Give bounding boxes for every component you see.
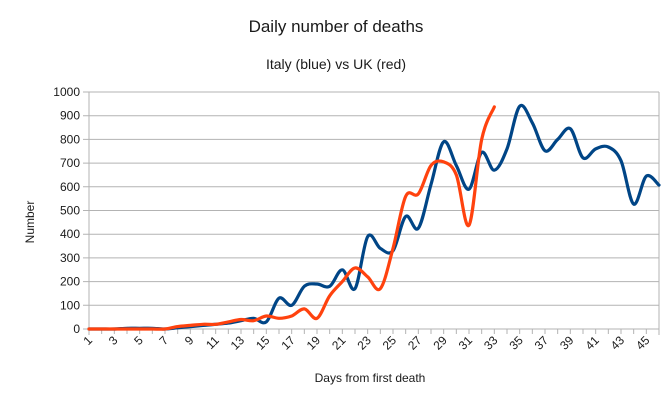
x-tick-label: 17 <box>278 333 298 353</box>
x-tick-label: 9 <box>182 333 197 348</box>
x-tick-label: 1 <box>80 333 95 348</box>
gridlines <box>83 91 659 330</box>
y-tick-label: 200 <box>60 275 80 289</box>
x-tick-label: 15 <box>253 333 273 353</box>
series-group <box>87 103 661 331</box>
x-tick-label: 13 <box>228 333 248 353</box>
y-tick-label: 100 <box>60 298 80 312</box>
y-tick-label: 0 <box>73 322 80 336</box>
y-tick-label: 600 <box>60 180 80 194</box>
x-tick-label: 25 <box>380 333 400 353</box>
y-tick-label: 700 <box>60 156 80 170</box>
y-axis-ticks: 0 100 200 300 400 500 600 700 800 900 1000 <box>53 85 80 336</box>
series-line-uk <box>87 105 496 331</box>
x-tick-label: 3 <box>106 333 121 348</box>
x-tick-label: 19 <box>304 333 324 353</box>
x-tick-label: 33 <box>481 333 501 353</box>
chart-title: Daily number of deaths <box>249 17 424 36</box>
x-axis-label: Days from first death <box>315 371 426 385</box>
y-tick-label: 300 <box>60 251 80 265</box>
y-tick-label: 1000 <box>53 85 80 99</box>
x-tick-label: 5 <box>131 333 146 348</box>
x-tick-label: 39 <box>557 333 577 353</box>
x-tick-label: 21 <box>329 333 349 353</box>
x-tick-label: 43 <box>608 333 628 353</box>
x-tick-label: 7 <box>156 333 171 348</box>
x-tick-label: 27 <box>405 333 425 353</box>
x-tick-label: 45 <box>633 333 653 353</box>
x-tick-label: 29 <box>430 333 450 353</box>
y-tick-label: 900 <box>60 109 80 123</box>
x-tick-label: 41 <box>582 333 602 353</box>
x-tick-label: 35 <box>506 333 526 353</box>
x-axis-ticks: 1 3 5 7 9 11 13 15 17 19 21 23 25 27 29 31 33 35 37 39 41 43 4… <box>80 333 652 353</box>
x-tick-label: 31 <box>456 333 476 353</box>
y-tick-label: 500 <box>60 204 80 218</box>
y-axis-label: Number <box>23 201 37 244</box>
y-tick-label: 800 <box>60 132 80 146</box>
axes <box>88 92 660 335</box>
x-tick-label: 37 <box>532 333 552 353</box>
y-tick-label: 400 <box>60 227 80 241</box>
x-tick-label: 23 <box>354 333 374 353</box>
chart-subtitle: Italy (blue) vs UK (red) <box>266 56 406 72</box>
x-tick-label: 11 <box>203 333 222 352</box>
